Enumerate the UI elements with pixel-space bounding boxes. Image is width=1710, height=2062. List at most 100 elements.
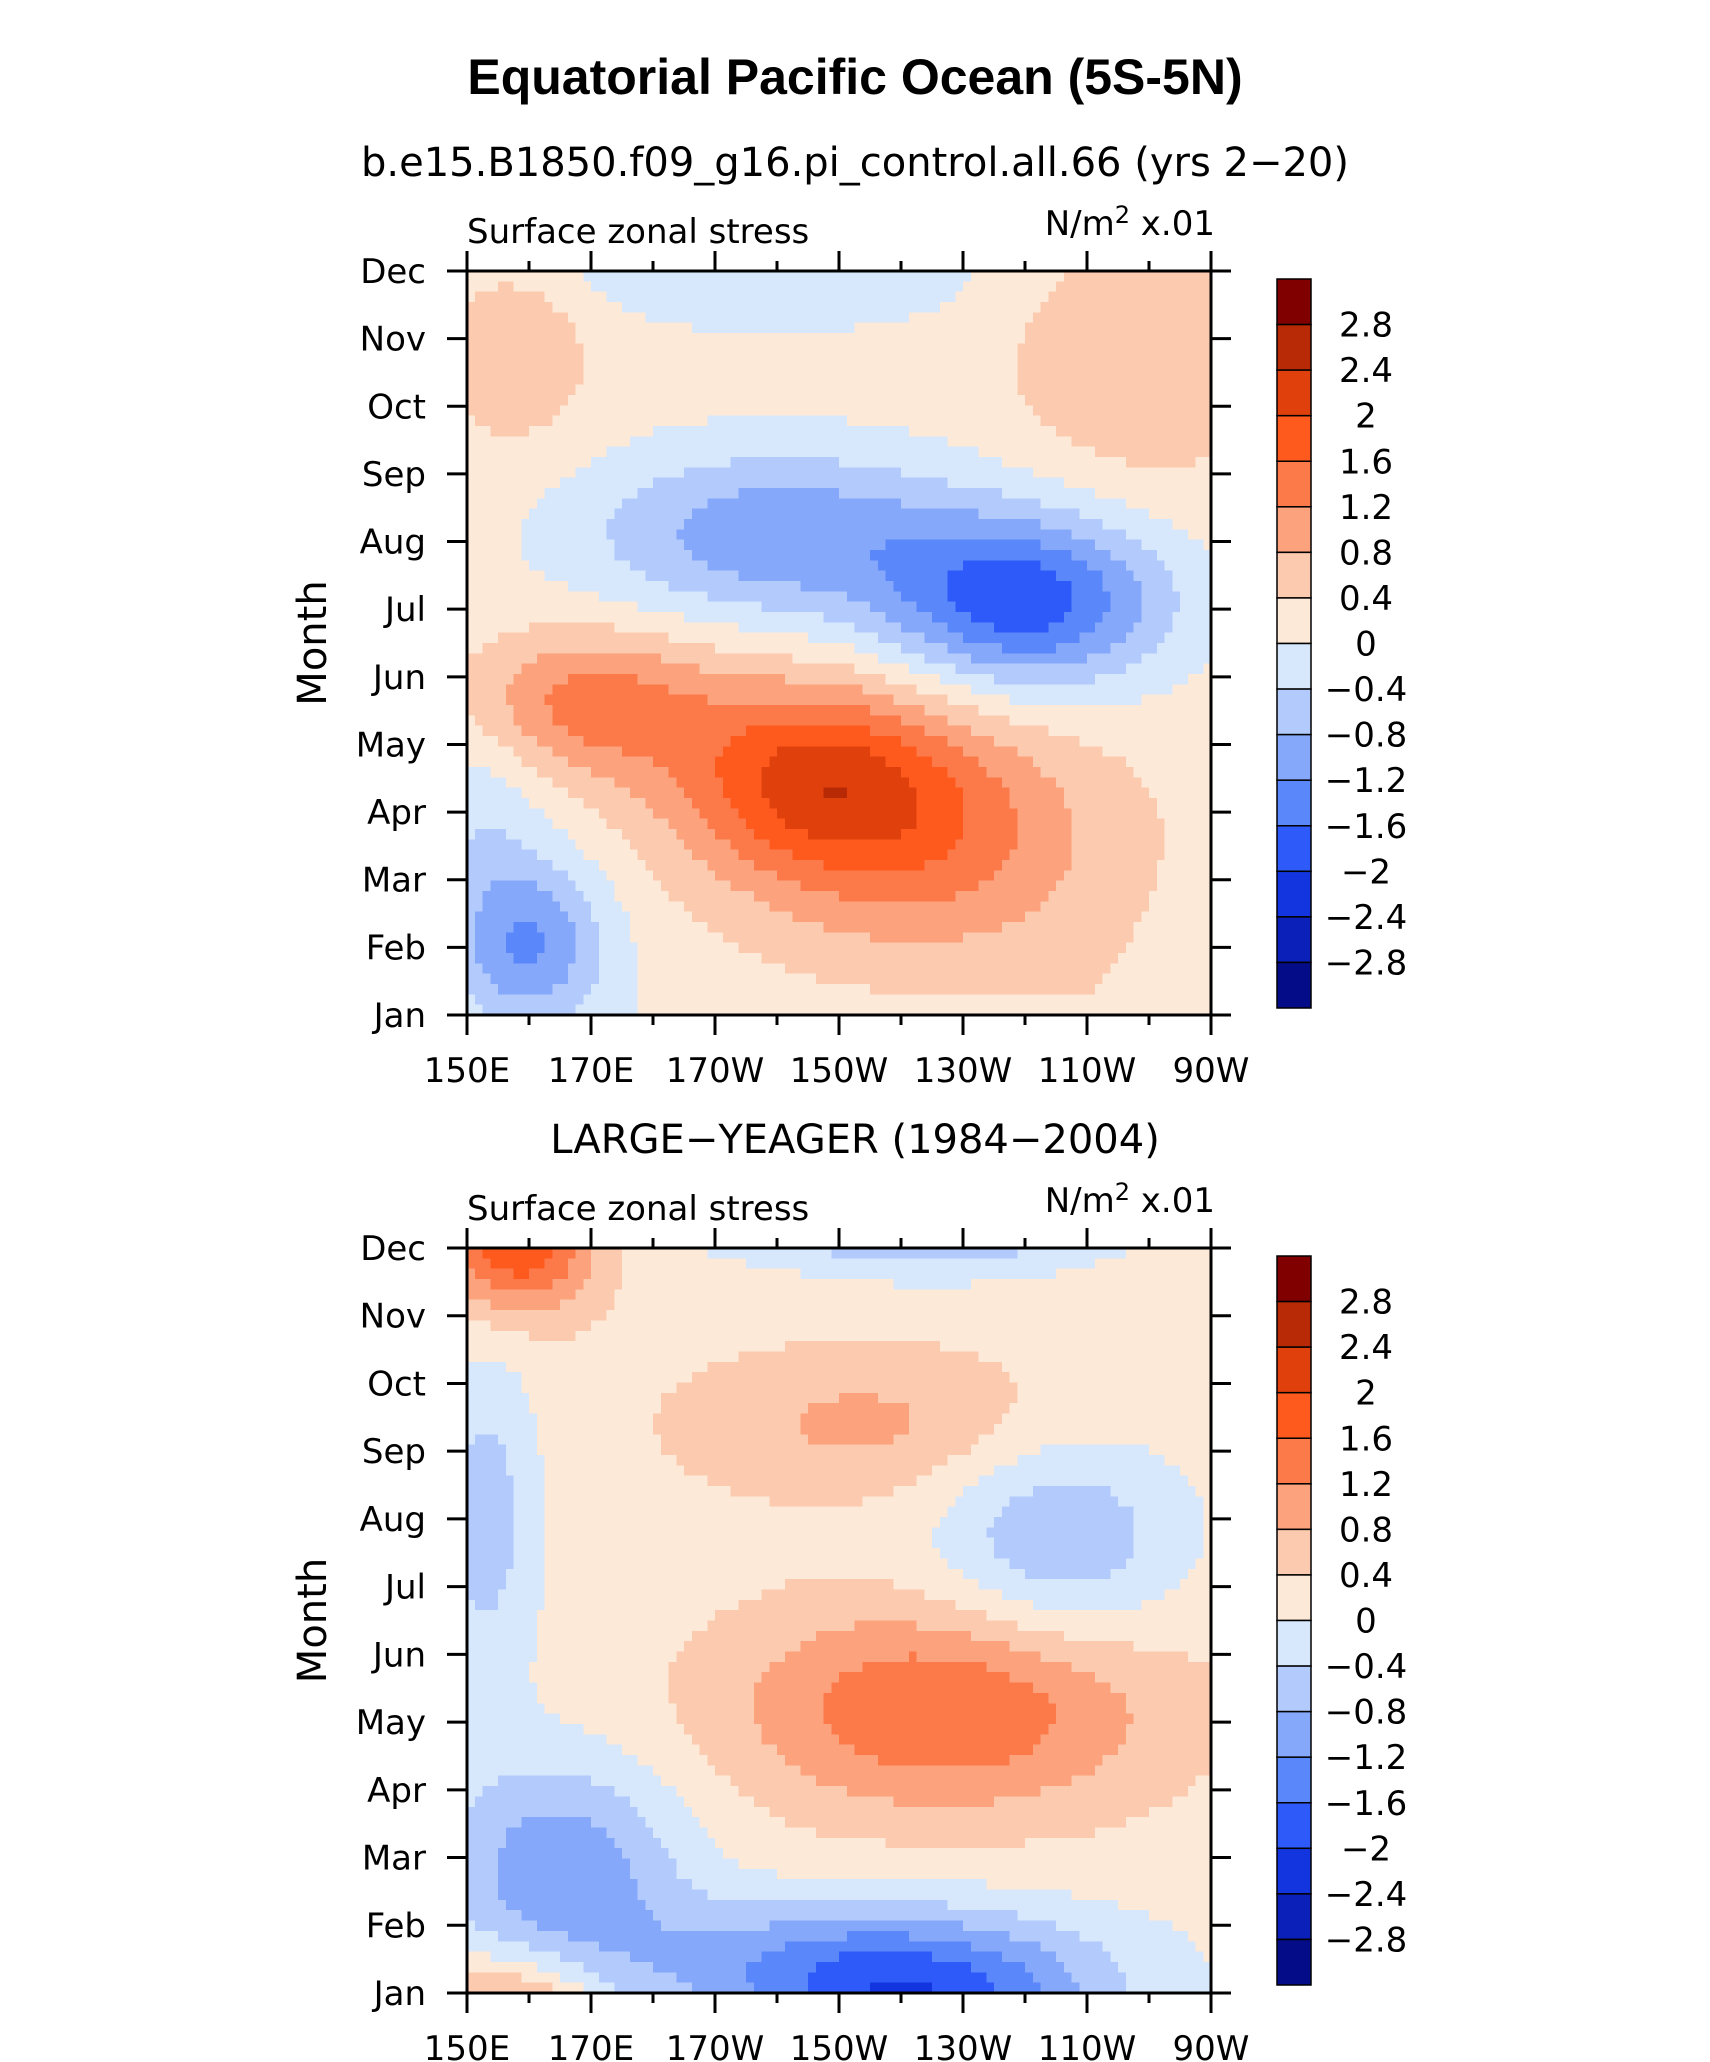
field-cell: [513, 612, 522, 623]
field-cell: [1195, 663, 1204, 675]
field-cell: [1056, 622, 1065, 634]
field-cell: [606, 767, 615, 778]
field-cell: [490, 632, 499, 644]
field-cell: [529, 302, 538, 313]
field-cell: [505, 756, 515, 768]
field-cell: [552, 550, 561, 561]
field-cell: [1125, 725, 1135, 737]
field-cell: [738, 777, 747, 789]
field-cell: [676, 736, 685, 747]
field-cell: [1195, 756, 1204, 768]
field-cell: [560, 767, 569, 778]
field-cell: [854, 508, 863, 520]
field-cell: [901, 653, 910, 665]
field-cell: [1087, 736, 1096, 747]
field-cell: [730, 291, 739, 303]
field-cell: [901, 601, 910, 613]
field-cell: [978, 725, 987, 737]
field-cell: [1125, 550, 1135, 561]
field-cell: [1025, 436, 1034, 448]
field-cell: [753, 787, 763, 799]
field-cell: [831, 312, 840, 324]
field-cell: [1164, 291, 1173, 303]
field-cell: [823, 591, 832, 603]
field-cell: [1180, 643, 1189, 654]
field-cell: [583, 446, 592, 458]
field-cell: [1025, 374, 1034, 386]
field-cell: [591, 343, 600, 355]
field-cell: [684, 281, 693, 293]
field-cell: [978, 767, 987, 778]
field-cell: [1032, 581, 1042, 592]
field-cell: [467, 302, 476, 313]
field-cell: [994, 508, 1003, 520]
field-cell: [730, 653, 739, 665]
field-cell: [1156, 436, 1166, 448]
field-cell: [955, 333, 964, 344]
field-cell: [746, 364, 755, 375]
field-cell: [707, 291, 716, 303]
field-cell: [1079, 787, 1088, 799]
field-cell: [637, 529, 646, 541]
field-cell: [978, 415, 987, 427]
field-cell: [970, 725, 980, 737]
field-cell: [1017, 291, 1026, 303]
field-cell: [1079, 705, 1088, 716]
field-cell: [490, 343, 499, 355]
field-cell: [1001, 343, 1011, 355]
field-cell: [552, 705, 561, 716]
field-cell: [1040, 436, 1049, 448]
field-cell: [505, 519, 515, 530]
field-cell: [521, 302, 530, 313]
field-cell: [932, 281, 941, 293]
field-cell: [862, 364, 871, 375]
field-cell: [498, 343, 507, 355]
field-cell: [800, 353, 809, 365]
field-cell: [1063, 519, 1073, 530]
field-cell: [614, 715, 623, 727]
field-cell: [513, 457, 522, 468]
field-cell: [544, 508, 553, 520]
field-cell: [1025, 529, 1034, 541]
field-cell: [575, 653, 584, 665]
field-cell: [691, 715, 701, 727]
field-cell: [583, 488, 592, 499]
field-cell: [1195, 674, 1204, 685]
field-cell: [862, 632, 871, 644]
field-cell: [490, 663, 499, 675]
field-cell: [474, 519, 484, 530]
field-cell: [722, 539, 732, 551]
field-cell: [575, 674, 584, 685]
field-cell: [815, 488, 825, 499]
field-cell: [1187, 302, 1197, 313]
field-cell: [1079, 622, 1088, 634]
field-cell: [722, 271, 732, 282]
field-cell: [1032, 291, 1042, 303]
field-cell: [746, 302, 755, 313]
field-cell: [939, 694, 949, 706]
field-cell: [1125, 281, 1135, 293]
field-cell: [815, 446, 825, 458]
field-cell: [1203, 663, 1211, 675]
field-cell: [932, 426, 941, 437]
field-cell: [474, 467, 484, 479]
field-cell: [808, 529, 817, 541]
field-cell: [668, 725, 677, 737]
field-cell: [1110, 632, 1119, 644]
field-cell: [691, 725, 701, 737]
field-cell: [978, 405, 987, 417]
field-cell: [684, 395, 693, 406]
field-cell: [815, 539, 825, 551]
field-cell: [815, 395, 825, 406]
field-cell: [815, 353, 825, 365]
field-cell: [567, 436, 577, 448]
field-cell: [1141, 777, 1150, 789]
field-cell: [1172, 353, 1181, 365]
field-cell: [986, 364, 995, 375]
field-cell: [591, 756, 600, 768]
field-cell: [963, 767, 972, 778]
field-cell: [994, 405, 1003, 417]
field-cell: [870, 508, 879, 520]
field-cell: [916, 746, 925, 758]
field-cell: [1071, 767, 1080, 778]
